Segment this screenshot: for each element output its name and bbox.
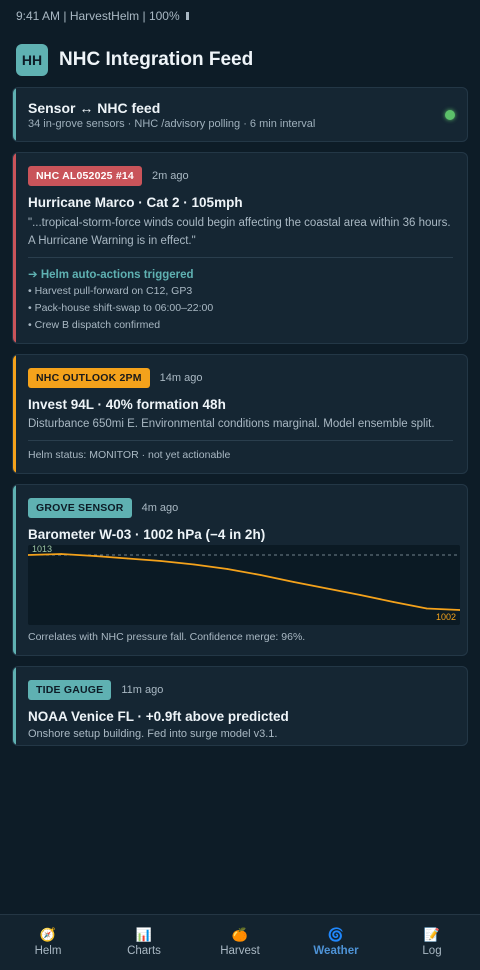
tab-harvest[interactable]: 🍊 Harvest — [192, 915, 288, 970]
app-header: HH NHC Integration Feed — [16, 44, 253, 76]
barometer-chart: 1013 1002 — [28, 545, 460, 625]
end-value-label: 1002 — [436, 612, 456, 622]
pressure-point — [93, 555, 96, 557]
auto-actions-title: ➔ Helm auto-actions triggered — [28, 269, 194, 281]
sensor-feed-title: Sensor ↔ NHC feed — [28, 100, 161, 116]
tide-body: Onshore setup building. Fed into surge m… — [28, 728, 278, 740]
auto-action-item: • Pack-house shift-swap to 06:00–22:00 — [28, 302, 214, 314]
tab-log[interactable]: 📝 Log — [384, 915, 480, 970]
tide-title: NOAA Venice FL · +0.9ft above predicted — [28, 709, 289, 724]
advisory-card[interactable]: NHC AL052025 #14 2m ago Hurricane Marco … — [12, 152, 468, 344]
chart-icon: 📊 — [135, 927, 153, 942]
bottom-tab-bar: 🧭 Helm 📊 Charts 🍊 Harvest 🌀 Weather 📝 Lo… — [0, 914, 480, 970]
advisory-time: 2m ago — [151, 170, 189, 182]
tab-label: Log — [422, 945, 442, 957]
cyclone-icon: 🌀 — [327, 927, 345, 942]
compass-icon: 🧭 — [39, 927, 57, 942]
barometer-footer: Correlates with NHC pressure fall. Confi… — [28, 631, 306, 643]
outlook-tag: NHC OUTLOOK 2PM — [28, 368, 150, 388]
tide-time: 11m ago — [121, 684, 164, 696]
auto-action-item: • Crew B dispatch confirmed — [28, 319, 161, 331]
outlook-title: Invest 94L · 40% formation 48h — [28, 397, 226, 412]
outlook-time: 14m ago — [159, 372, 203, 384]
status-bar: 9:41 AM | HarvestHelm | 100% — [16, 9, 189, 23]
status-bar-text: 9:41 AM | HarvestHelm | 100% — [16, 9, 180, 23]
pressure-series-line — [28, 553, 460, 611]
outlook-body: Disturbance 650mi E. Environmental condi… — [28, 418, 435, 430]
pressure-point — [259, 574, 262, 576]
pressure-point — [459, 609, 460, 611]
outlook-status: Helm status: MONITOR · not yet actionabl… — [28, 449, 231, 461]
reference-label: 1013 — [32, 545, 52, 554]
live-status-dot — [445, 110, 455, 120]
tab-label: Charts — [127, 945, 161, 957]
pressure-point — [60, 553, 63, 555]
tab-label: Harvest — [220, 945, 260, 957]
memo-icon: 📝 — [423, 927, 441, 942]
advisory-quote: "...tropical-storm-force winds could beg… — [28, 217, 451, 247]
pressure-point — [392, 601, 395, 603]
tab-weather[interactable]: 🌀 Weather — [288, 915, 384, 970]
barometer-title: Barometer W-03 · 1002 hPa (−4 in 2h) — [28, 527, 266, 542]
pressure-point — [193, 563, 195, 566]
sensor-tag: GROVE SENSOR — [28, 498, 132, 518]
tab-helm[interactable]: 🧭 Helm — [0, 915, 96, 970]
tab-charts[interactable]: 📊 Charts — [96, 915, 192, 970]
barometer-chart-svg: 1013 1002 — [28, 545, 460, 622]
outlook-card[interactable]: NHC OUTLOOK 2PM 14m ago Invest 94L · 40%… — [12, 354, 468, 474]
advisory-tag: NHC AL052025 #14 — [28, 166, 142, 186]
tab-label: Helm — [34, 945, 62, 957]
auto-actions-list: • Harvest pull-forward on C12, GP3 • Pac… — [28, 283, 453, 334]
advisory-title: Hurricane Marco · Cat 2 · 105mph — [28, 195, 243, 210]
pressure-point — [126, 557, 129, 560]
app-logo: HH — [16, 44, 48, 76]
tide-tag: TIDE GAUGE — [28, 680, 112, 700]
pressure-point — [28, 554, 29, 556]
pressure-point — [226, 568, 229, 570]
sensor-feed-card[interactable]: Sensor ↔ NHC feed 34 in-grove sensors · … — [12, 87, 468, 142]
pressure-point — [359, 594, 362, 596]
divider — [28, 440, 453, 441]
auto-action-item: • Harvest pull-forward on C12, GP3 — [28, 285, 193, 297]
pressure-point — [160, 560, 162, 562]
pressure-point — [425, 607, 428, 610]
sensor-time: 4m ago — [141, 502, 179, 514]
sensor-feed-subtitle: 34 in-grove sensors · NHC /advisory poll… — [28, 118, 316, 130]
battery-icon — [185, 12, 189, 20]
pressure-point — [293, 581, 295, 583]
page-title: NHC Integration Feed — [59, 49, 254, 70]
tide-card[interactable]: TIDE GAUGE 11m ago NOAA Venice FL · +0.9… — [12, 666, 468, 746]
tab-label: Weather — [313, 945, 359, 957]
pressure-point — [326, 587, 328, 590]
divider — [28, 257, 453, 258]
orange-icon: 🍊 — [231, 927, 249, 942]
barometer-card[interactable]: GROVE SENSOR 4m ago Barometer W-03 · 100… — [12, 484, 468, 656]
